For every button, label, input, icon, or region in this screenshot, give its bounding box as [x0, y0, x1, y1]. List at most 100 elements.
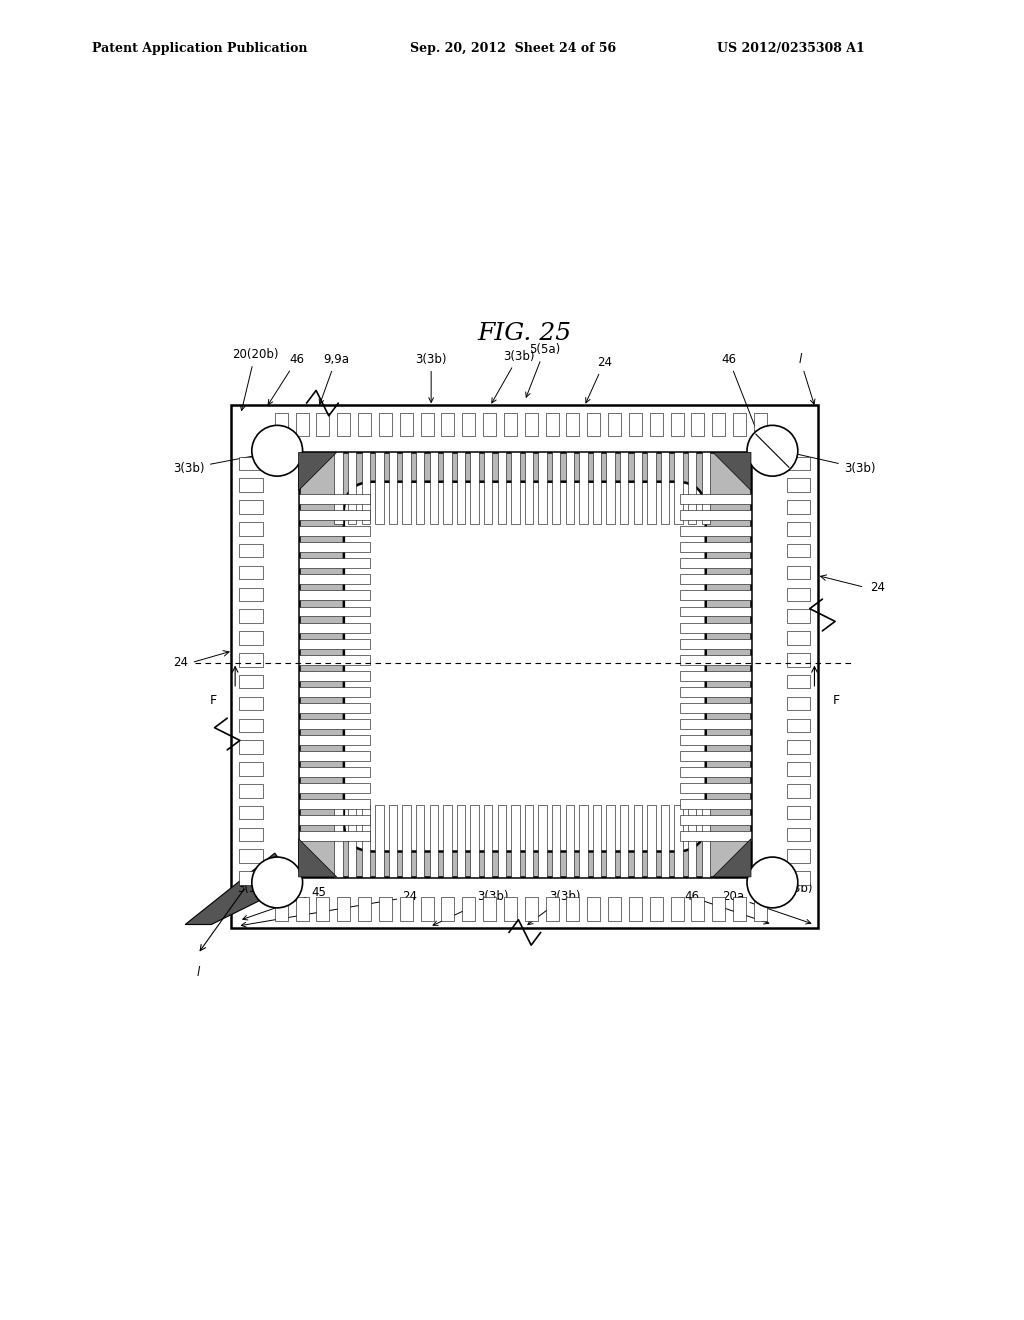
- Bar: [240, 457, 263, 470]
- Bar: [462, 413, 475, 437]
- Text: 3(3b): 3(3b): [416, 352, 446, 403]
- Bar: [629, 896, 642, 920]
- Bar: [606, 805, 614, 876]
- Bar: [680, 558, 751, 569]
- Bar: [539, 453, 547, 524]
- Bar: [274, 896, 288, 920]
- FancyBboxPatch shape: [344, 482, 706, 851]
- Bar: [539, 805, 547, 876]
- Bar: [299, 543, 370, 552]
- Polygon shape: [185, 853, 296, 924]
- Bar: [337, 896, 350, 920]
- Bar: [580, 805, 588, 876]
- Bar: [375, 805, 384, 876]
- Text: 9,9a: 9,9a: [319, 352, 349, 404]
- Bar: [399, 896, 413, 920]
- Bar: [680, 671, 751, 681]
- Bar: [361, 453, 370, 524]
- Bar: [608, 413, 621, 437]
- Bar: [296, 896, 308, 920]
- Bar: [484, 805, 493, 876]
- Bar: [786, 871, 811, 884]
- Bar: [675, 453, 683, 524]
- Bar: [430, 453, 438, 524]
- Bar: [671, 896, 684, 920]
- Bar: [240, 675, 263, 689]
- Polygon shape: [299, 453, 337, 491]
- Bar: [629, 413, 642, 437]
- Bar: [299, 558, 370, 569]
- Bar: [566, 413, 580, 437]
- Text: 45: 45: [243, 887, 326, 920]
- Bar: [647, 453, 655, 524]
- Bar: [358, 413, 371, 437]
- Text: Patent Application Publication: Patent Application Publication: [92, 42, 307, 55]
- Bar: [650, 413, 663, 437]
- Bar: [620, 453, 629, 524]
- Bar: [680, 816, 751, 825]
- Bar: [299, 623, 370, 632]
- Bar: [660, 453, 670, 524]
- Bar: [334, 805, 343, 876]
- Bar: [680, 702, 751, 713]
- Bar: [786, 741, 811, 754]
- Bar: [680, 623, 751, 632]
- Bar: [786, 762, 811, 776]
- Text: l: l: [799, 352, 815, 404]
- Bar: [457, 453, 465, 524]
- Bar: [240, 805, 263, 820]
- Bar: [299, 735, 370, 744]
- Bar: [240, 478, 263, 492]
- Bar: [701, 805, 710, 876]
- Bar: [688, 453, 696, 524]
- Bar: [786, 697, 811, 710]
- Bar: [299, 799, 370, 809]
- Bar: [588, 413, 600, 437]
- Bar: [713, 413, 725, 437]
- Bar: [650, 896, 663, 920]
- Bar: [620, 805, 629, 876]
- Bar: [608, 896, 621, 920]
- Bar: [299, 767, 370, 777]
- Bar: [296, 413, 308, 437]
- Bar: [375, 453, 384, 524]
- Bar: [299, 527, 370, 536]
- Bar: [240, 850, 263, 863]
- Bar: [713, 896, 725, 920]
- Bar: [552, 453, 560, 524]
- Bar: [786, 631, 811, 644]
- Bar: [691, 413, 705, 437]
- Bar: [680, 511, 751, 520]
- Bar: [316, 413, 330, 437]
- Bar: [240, 631, 263, 644]
- Bar: [786, 500, 811, 513]
- Polygon shape: [713, 453, 751, 491]
- Bar: [299, 511, 370, 520]
- Bar: [634, 453, 642, 524]
- Bar: [240, 653, 263, 667]
- Text: Sep. 20, 2012  Sheet 24 of 56: Sep. 20, 2012 Sheet 24 of 56: [410, 42, 615, 55]
- Bar: [566, 896, 580, 920]
- Bar: [680, 783, 751, 793]
- Bar: [680, 527, 751, 536]
- Polygon shape: [299, 838, 337, 876]
- Text: l: l: [197, 966, 200, 978]
- Bar: [786, 478, 811, 492]
- Bar: [754, 413, 767, 437]
- Bar: [660, 805, 670, 876]
- Bar: [680, 639, 751, 648]
- Bar: [546, 413, 558, 437]
- Bar: [240, 784, 263, 797]
- Bar: [299, 816, 370, 825]
- Bar: [402, 805, 411, 876]
- Polygon shape: [713, 838, 751, 876]
- Bar: [443, 453, 452, 524]
- Bar: [430, 805, 438, 876]
- Bar: [299, 832, 370, 841]
- Bar: [786, 523, 811, 536]
- Bar: [240, 828, 263, 841]
- Bar: [299, 655, 370, 664]
- Text: F: F: [833, 693, 840, 706]
- Bar: [786, 610, 811, 623]
- Bar: [580, 453, 588, 524]
